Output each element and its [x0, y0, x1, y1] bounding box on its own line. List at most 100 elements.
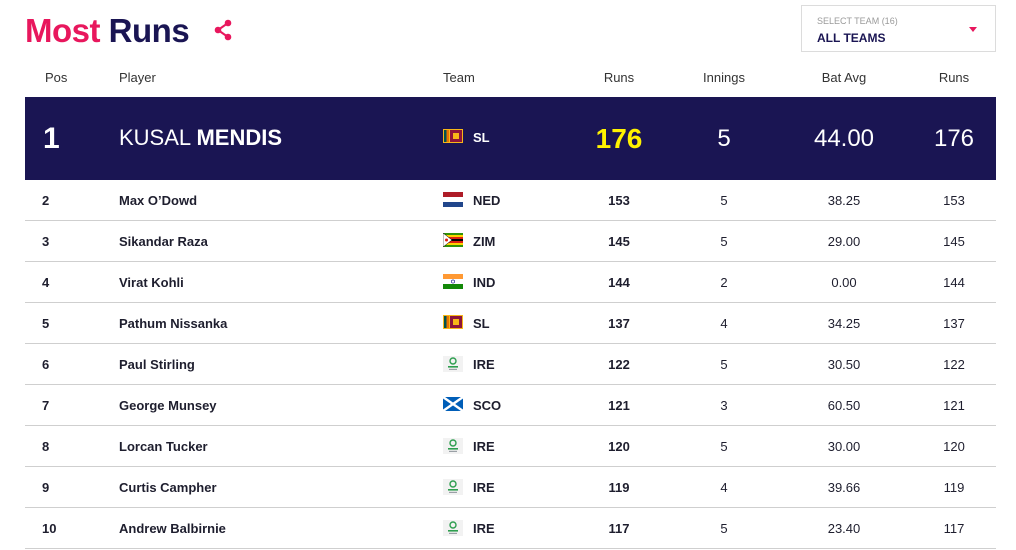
team-select-dropdown[interactable]: SELECT TEAM (16) ALL TEAMS [801, 5, 996, 52]
ireland-logo-icon [443, 479, 463, 495]
row-innings: 3 [720, 398, 728, 413]
table-row[interactable]: 10 Andrew Balbirnie IRE 117 5 23.40 117 [25, 508, 996, 549]
row-runs-2: 121 [943, 398, 965, 413]
row-runs-2: 153 [943, 193, 965, 208]
row-runs-2: 120 [943, 439, 965, 454]
row-pos: 8 [42, 439, 50, 454]
caret-down-icon [969, 27, 977, 32]
row-pos: 4 [42, 275, 50, 290]
page-header: Most Runs SELECT TEAM (16) ALL TEAMS [25, 0, 996, 60]
row-team: IRE [473, 521, 495, 536]
leader-pos: 1 [43, 122, 60, 155]
table-row[interactable]: 5 Pathum Nissanka SL 137 4 34.25 137 [25, 303, 996, 344]
row-pos: 7 [42, 398, 50, 413]
row-bat-avg: 39.66 [827, 480, 861, 495]
row-innings: 5 [720, 357, 728, 372]
ireland-logo-icon [443, 520, 463, 536]
ireland-logo-icon [443, 438, 463, 454]
row-runs: 137 [608, 316, 630, 331]
row-runs: 119 [608, 480, 630, 495]
row-runs-2: 145 [943, 234, 965, 249]
row-bat-avg: 23.40 [827, 521, 861, 536]
table-row[interactable]: 7 George Munsey SCO 121 3 60.50 121 [25, 385, 996, 426]
row-player-name[interactable]: Curtis Campher [119, 480, 217, 495]
row-player-name[interactable]: Lorcan Tucker [119, 439, 208, 454]
row-runs: 122 [608, 357, 630, 372]
table-row[interactable]: 2 Max O’Dowd NED 153 5 38.25 153 [25, 180, 996, 221]
row-team: IRE [473, 439, 495, 454]
row-team: SCO [473, 398, 502, 413]
leader-team: SL [473, 130, 490, 145]
india-flag-icon [443, 274, 463, 289]
leader-player-name[interactable]: KUSAL MENDIS [119, 125, 282, 151]
team-select-value: ALL TEAMS [817, 31, 886, 45]
scotland-flag-icon [443, 397, 463, 411]
row-runs-2: 137 [943, 316, 965, 331]
row-bat-avg: 29.00 [827, 234, 861, 249]
table-row[interactable]: 4 Virat Kohli IND 144 2 0.00 144 [25, 262, 996, 303]
leader-runs-2: 176 [933, 125, 975, 152]
table-row[interactable]: 9 Curtis Campher IRE 119 4 39.66 119 [25, 467, 996, 508]
share-icon[interactable] [213, 19, 233, 41]
row-runs-2: 122 [943, 357, 965, 372]
netherlands-flag-icon [443, 192, 463, 207]
row-player-name[interactable]: Virat Kohli [119, 275, 184, 290]
leader-runs: 176 [595, 123, 643, 154]
row-runs: 153 [608, 193, 630, 208]
row-runs: 121 [608, 398, 630, 413]
row-bat-avg: 38.25 [827, 193, 861, 208]
row-team: SL [473, 316, 490, 331]
row-runs: 144 [608, 275, 630, 290]
title-word-most: Most [25, 12, 101, 49]
col-header-bat-avg: Bat Avg [821, 70, 867, 85]
row-player-name[interactable]: Max O’Dowd [119, 193, 198, 208]
zimbabwe-flag-icon [443, 233, 463, 247]
row-innings: 5 [720, 439, 728, 454]
leader-row[interactable]: 1 KUSAL MENDIS SL 176 5 44.00 176 [25, 97, 996, 180]
col-header-innings: Innings [703, 70, 745, 85]
row-bat-avg: 30.00 [827, 439, 861, 454]
row-runs-2: 117 [943, 521, 965, 536]
stats-table-body: 2 Max O’Dowd NED 153 5 38.25 153 3 Sikan… [25, 180, 996, 549]
sri-lanka-flag-icon [443, 315, 463, 329]
row-runs: 117 [608, 521, 630, 536]
row-player-name[interactable]: Sikandar Raza [119, 234, 208, 249]
row-bat-avg: 30.50 [827, 357, 861, 372]
title-word-runs: Runs [108, 12, 190, 49]
page-title: Most Runs [25, 12, 190, 50]
row-innings: 5 [720, 521, 728, 536]
col-header-pos: Pos [45, 70, 68, 85]
table-row[interactable]: 8 Lorcan Tucker IRE 120 5 30.00 120 [25, 426, 996, 467]
row-player-name[interactable]: Andrew Balbirnie [119, 521, 226, 536]
row-innings: 5 [720, 234, 728, 249]
row-pos: 5 [42, 316, 50, 331]
col-header-team: Team [443, 70, 475, 85]
row-pos: 6 [42, 357, 50, 372]
row-runs-2: 144 [943, 275, 965, 290]
sri-lanka-flag-icon [443, 129, 463, 143]
row-pos: 3 [42, 234, 50, 249]
row-bat-avg: 0.00 [831, 275, 857, 290]
row-player-name[interactable]: Paul Stirling [119, 357, 195, 372]
team-select-label: SELECT TEAM (16) [817, 16, 898, 26]
row-bat-avg: 34.25 [827, 316, 861, 331]
row-team: IRE [473, 357, 495, 372]
row-player-name[interactable]: Pathum Nissanka [119, 316, 228, 331]
leader-innings: 5 [717, 125, 731, 152]
leader-first-name: KUSAL [119, 125, 191, 150]
row-innings: 2 [720, 275, 728, 290]
row-team: NED [473, 193, 501, 208]
row-innings: 5 [720, 193, 728, 208]
row-innings: 4 [720, 480, 728, 495]
table-row[interactable]: 6 Paul Stirling IRE 122 5 30.50 122 [25, 344, 996, 385]
col-header-runs-2: Runs [938, 70, 970, 85]
row-pos: 10 [42, 521, 57, 536]
ireland-logo-icon [443, 356, 463, 372]
leader-last-name: MENDIS [196, 125, 283, 150]
row-team: IND [473, 275, 496, 290]
table-row[interactable]: 3 Sikandar Raza ZIM 145 5 29.00 145 [25, 221, 996, 262]
row-bat-avg: 60.50 [827, 398, 861, 413]
row-runs: 145 [608, 234, 630, 249]
leader-bat-avg: 44.00 [813, 125, 875, 152]
row-player-name[interactable]: George Munsey [119, 398, 217, 413]
